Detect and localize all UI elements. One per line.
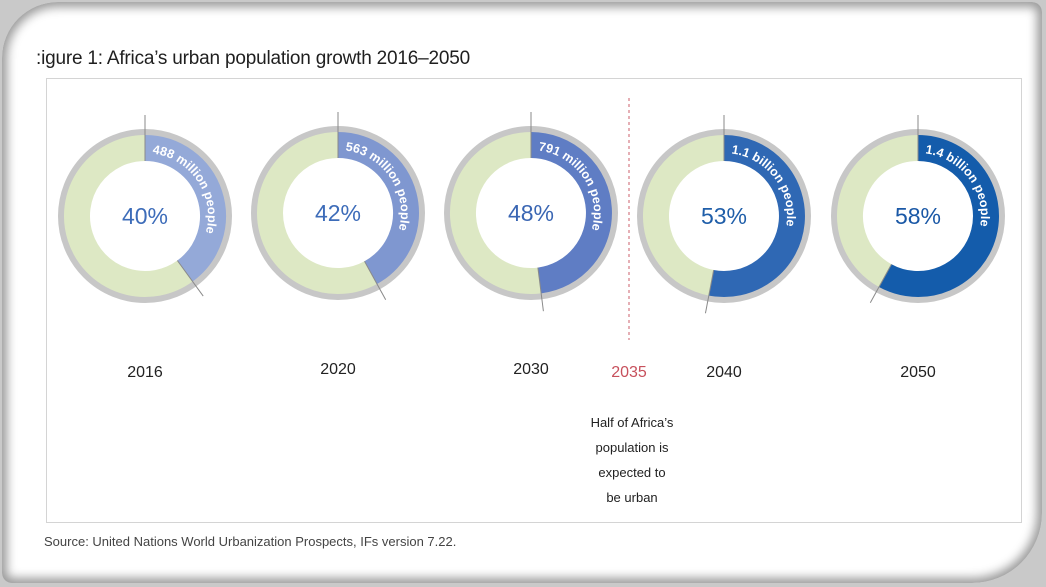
note-line: Half of Africa’s — [590, 415, 674, 430]
year-label-2020: 2020 — [320, 361, 356, 378]
year-label-2030: 2030 — [513, 361, 549, 378]
donut-hole-2050 — [863, 161, 973, 271]
end-tick-2016 — [176, 260, 204, 297]
rural-arc-2040 — [642, 135, 725, 296]
percent-label-2020: 42% — [315, 200, 361, 226]
percent-label-2050: 58% — [895, 203, 941, 229]
note-line: population is — [595, 440, 669, 455]
urban-arc-2030 — [530, 132, 612, 294]
donut-hole-2020 — [283, 158, 393, 268]
milestone-note: Half of Africa’s population is expected … — [572, 410, 692, 510]
urban-arc-2040 — [708, 135, 805, 297]
end-tick-2050 — [869, 263, 892, 303]
figure-title: :igure 1: Africa’s urban population grow… — [36, 48, 470, 69]
rural-arc-2030 — [449, 132, 542, 294]
note-line: be urban — [606, 490, 658, 505]
end-tick-2040 — [704, 269, 715, 314]
urban-arc-2020 — [337, 132, 419, 284]
year-label-2016: 2016 — [127, 364, 163, 381]
donut-hole-2030 — [476, 158, 586, 268]
year-marker-label-2035: 2035 — [611, 364, 647, 381]
year-label-2050: 2050 — [900, 364, 936, 381]
urban-arc-2050 — [878, 135, 999, 297]
donut-hole-2040 — [669, 161, 779, 271]
percent-label-2016: 40% — [122, 203, 168, 229]
end-tick-2020 — [364, 260, 387, 300]
donut-hole-2016 — [90, 161, 200, 271]
rural-arc-2020 — [257, 132, 378, 294]
year-label-2040: 2040 — [706, 364, 742, 381]
note-line: expected to — [598, 465, 666, 480]
percent-label-2040: 53% — [701, 203, 747, 229]
rural-arc-2016 — [64, 135, 193, 297]
urban-arc-2016 — [144, 135, 226, 282]
percent-label-2030: 48% — [508, 200, 554, 226]
end-tick-2030 — [537, 267, 544, 312]
rural-arc-2050 — [837, 135, 919, 287]
source-note: Source: United Nations World Urbanizatio… — [44, 534, 457, 549]
